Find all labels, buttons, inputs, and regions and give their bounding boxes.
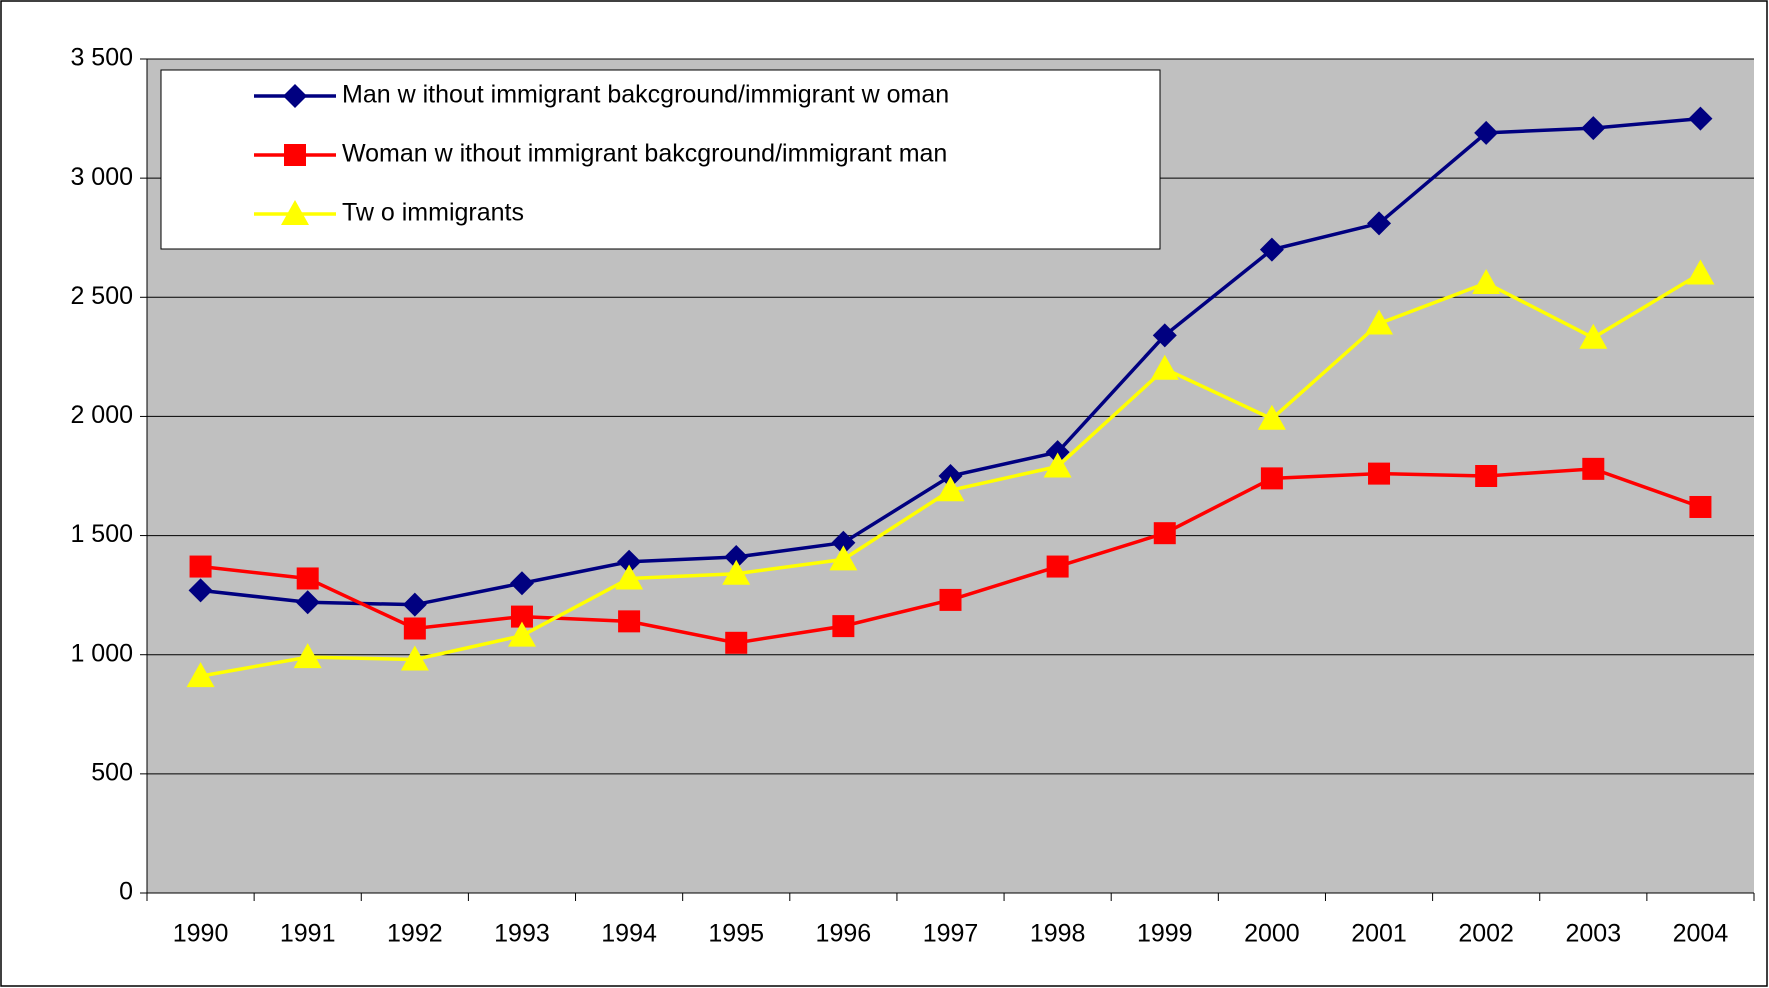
- marker: [725, 631, 748, 654]
- marker: [296, 567, 319, 590]
- y-tick-label: 1 500: [70, 520, 133, 548]
- y-tick-label: 1 000: [70, 639, 133, 667]
- marker: [1686, 259, 1715, 285]
- marker: [1153, 522, 1176, 545]
- marker: [1259, 237, 1284, 262]
- marker: [1688, 106, 1713, 131]
- marker: [939, 588, 962, 611]
- marker: [1368, 462, 1391, 485]
- x-tick-label: 1999: [1137, 920, 1193, 948]
- marker: [284, 144, 306, 166]
- marker: [722, 559, 751, 585]
- marker: [293, 643, 322, 669]
- marker: [1150, 354, 1179, 380]
- marker: [402, 592, 427, 617]
- marker: [618, 610, 641, 633]
- y-tick-label: 0: [119, 878, 133, 906]
- x-tick-label: 2002: [1458, 920, 1514, 948]
- marker: [1582, 457, 1605, 480]
- marker: [617, 549, 642, 574]
- legend-label: Woman w ithout immigrant bakcground/immi…: [342, 140, 947, 168]
- marker: [1260, 467, 1283, 490]
- x-tick-label: 2000: [1244, 920, 1300, 948]
- x-tick-label: 1996: [816, 920, 872, 948]
- legend-box: [160, 69, 1161, 250]
- x-tick-label: 2004: [1673, 920, 1729, 948]
- marker: [1474, 120, 1499, 145]
- x-tick-label: 1990: [173, 920, 229, 948]
- x-tick-label: 2001: [1351, 920, 1407, 948]
- y-tick-label: 2 500: [70, 282, 133, 310]
- marker: [724, 545, 749, 570]
- marker: [295, 590, 320, 615]
- marker: [1046, 555, 1069, 578]
- marker: [281, 200, 309, 225]
- x-tick-label: 1994: [601, 920, 657, 948]
- x-tick-label: 1997: [923, 920, 979, 948]
- marker: [831, 530, 856, 555]
- marker: [510, 605, 533, 628]
- legend-label: Man w ithout immigrant bakcground/immigr…: [342, 81, 949, 109]
- marker: [1579, 323, 1608, 349]
- x-tick-label: 2003: [1565, 920, 1621, 948]
- marker: [1689, 495, 1712, 518]
- marker: [189, 555, 212, 578]
- legend: Man w ithout immigrant bakcground/immigr…: [160, 69, 1161, 250]
- marker: [509, 571, 534, 596]
- marker: [1367, 211, 1392, 236]
- x-tick-label: 1991: [280, 920, 336, 948]
- marker: [507, 621, 536, 647]
- x-tick-label: 1992: [387, 920, 443, 948]
- marker: [400, 645, 429, 671]
- x-tick-label: 1995: [708, 920, 764, 948]
- x-tick-label: 1998: [1030, 920, 1086, 948]
- marker: [283, 84, 307, 108]
- marker: [1045, 440, 1070, 465]
- marker: [1581, 116, 1606, 141]
- y-tick-label: 3 000: [70, 163, 133, 191]
- marker: [1365, 309, 1394, 335]
- x-tick-label: 1993: [494, 920, 550, 948]
- marker: [829, 545, 858, 571]
- y-tick-label: 3 500: [70, 44, 133, 72]
- marker: [1043, 452, 1072, 478]
- marker: [936, 476, 965, 502]
- marker: [188, 578, 213, 603]
- y-tick-label: 500: [91, 758, 133, 786]
- marker: [615, 564, 644, 590]
- marker: [832, 615, 855, 638]
- marker: [1152, 323, 1177, 348]
- marker: [186, 662, 215, 688]
- legend-label: Tw o immigrants: [342, 199, 524, 227]
- marker: [403, 617, 426, 640]
- marker: [1472, 268, 1501, 294]
- marker: [938, 464, 963, 488]
- marker: [1475, 465, 1498, 487]
- y-tick-label: 2 000: [70, 401, 133, 429]
- marker: [1257, 404, 1286, 430]
